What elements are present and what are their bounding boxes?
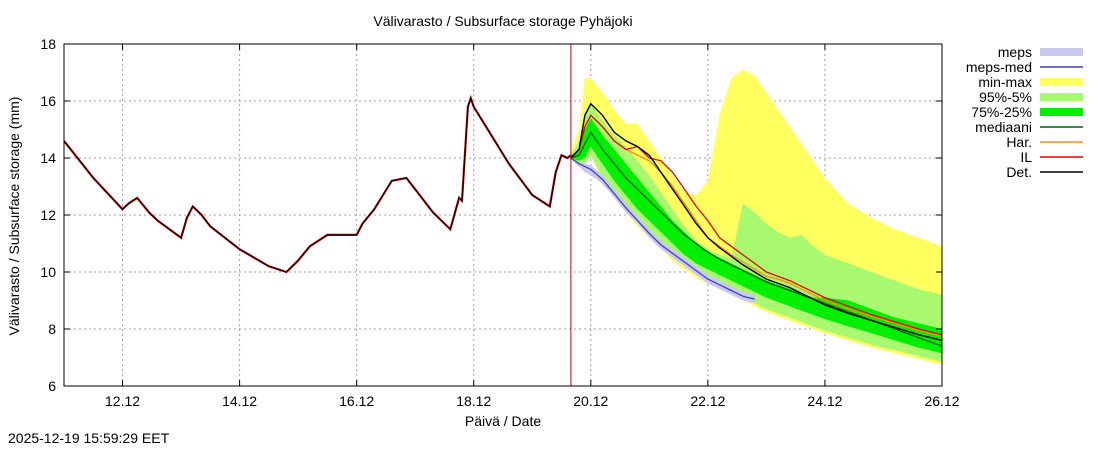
y-tick-label: 16 — [40, 93, 56, 109]
band-p75_25 — [570, 118, 942, 354]
x-tick-label: 26.12 — [924, 393, 959, 409]
timestamp: 2025-12-19 15:59:29 EET — [8, 430, 170, 446]
observed-il-line — [63, 94, 572, 274]
series-line-meps_med — [570, 157, 755, 300]
legend-label-meps_med: meps-med — [966, 59, 1032, 75]
legend-swatch-minmax — [1040, 78, 1083, 86]
series-line-det — [570, 102, 943, 342]
x-tick-label: 16.12 — [339, 393, 374, 409]
legend-label-har: Har. — [1006, 134, 1032, 150]
y-tick-label: 6 — [48, 378, 56, 394]
legend-label-il: IL — [1020, 149, 1032, 165]
y-axis-label: Välivarasto / Subsurface storage (mm) — [6, 96, 22, 336]
y-tick-label: 14 — [40, 150, 56, 166]
y-tick-label: 12 — [40, 207, 56, 223]
legend-label-median: mediaani — [975, 119, 1032, 135]
band-meps — [570, 158, 755, 304]
legend-swatch-p75_25 — [1040, 108, 1083, 116]
legend-label-meps: meps — [998, 44, 1032, 60]
bands — [570, 69, 942, 365]
x-tick-label: 18.12 — [456, 393, 491, 409]
legend-swatch-p95_5 — [1040, 93, 1083, 101]
y-tick-label: 18 — [40, 36, 56, 52]
ticks: 6 8 10 12 14 16 18 12.12 14.12 16.12 18.12 20.12 22.… — [40, 36, 959, 409]
legend-label-p95_5: 95%-5% — [979, 89, 1032, 105]
x-tick-label: 20.12 — [573, 393, 608, 409]
x-tick-label: 24.12 — [807, 393, 842, 409]
series-line-il — [570, 114, 943, 336]
legend-label-p75_25: 75%-25% — [971, 104, 1032, 120]
legend-label-det: Det. — [1006, 164, 1032, 180]
x-tick-label: 14.12 — [222, 393, 257, 409]
y-tick-label: 8 — [48, 321, 56, 337]
legend: mepsmeps-medmin-max95%-5%75%-25%mediaani… — [966, 44, 1083, 180]
band-p95_5 — [570, 103, 942, 362]
lines — [63, 44, 943, 386]
chart-title: Välivarasto / Subsurface storage Pyhäjok… — [373, 13, 632, 29]
y-tick-label: 10 — [40, 264, 56, 280]
legend-label-minmax: min-max — [978, 74, 1032, 90]
x-axis-label: Päivä / Date — [465, 413, 541, 429]
series-line-median — [570, 131, 943, 347]
legend-swatch-meps — [1040, 48, 1083, 56]
observed-det-line — [63, 96, 572, 273]
x-tick-label: 12.12 — [105, 393, 140, 409]
x-tick-label: 22.12 — [690, 393, 725, 409]
